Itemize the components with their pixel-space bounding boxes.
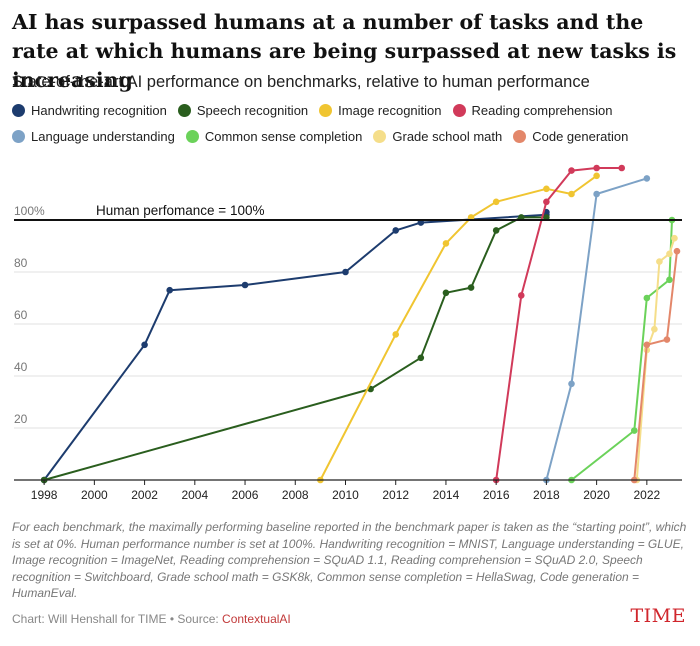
chart-credit: Chart: Will Henshall for TIME • Source: … xyxy=(12,612,291,626)
series-line xyxy=(319,174,598,481)
data-point xyxy=(543,198,550,206)
footnote: For each benchmark, the maximally perfor… xyxy=(12,520,687,600)
data-point xyxy=(593,164,600,172)
legend-swatch xyxy=(452,103,466,117)
data-point xyxy=(651,325,658,333)
data-point xyxy=(643,294,651,302)
y-tick-label: 100% xyxy=(14,204,45,218)
data-point xyxy=(467,284,475,291)
x-tick-label: 2014 xyxy=(433,488,460,502)
x-tick-label: 2012 xyxy=(382,488,409,502)
data-point xyxy=(492,198,500,206)
data-point xyxy=(417,354,425,362)
legend-swatch xyxy=(185,129,199,143)
data-point xyxy=(593,190,600,198)
x-tick-label: 2004 xyxy=(181,488,208,502)
legend-label: Image recognition xyxy=(338,102,442,118)
data-point xyxy=(442,289,450,297)
data-point xyxy=(593,172,600,180)
x-tick-label: 2016 xyxy=(483,488,510,502)
data-point xyxy=(643,175,651,182)
x-tick-label: 2010 xyxy=(332,488,359,502)
data-point xyxy=(643,341,651,349)
legend-label: Common sense completion xyxy=(204,128,363,144)
legend-swatch xyxy=(513,129,527,143)
legend-item-reading: Reading comprehension xyxy=(452,102,613,118)
series-line xyxy=(545,177,648,481)
legend-item-math: Grade school math xyxy=(373,129,502,144)
data-point xyxy=(666,276,673,284)
x-tick-label: 2008 xyxy=(282,488,309,502)
series-line xyxy=(570,219,673,481)
legend-item-code: Code generation xyxy=(513,129,628,144)
series-line xyxy=(633,251,678,481)
x-tick-label: 2000 xyxy=(81,488,108,502)
series-lines xyxy=(40,164,681,484)
data-point xyxy=(656,258,663,265)
data-point xyxy=(543,185,550,193)
data-point xyxy=(663,336,671,343)
line-chart: 20 40 60 80 100% Human perfomance = 100% 199… xyxy=(14,164,682,502)
y-tick-label: 40 xyxy=(14,360,28,374)
legend-label: Handwriting recognition xyxy=(31,102,167,118)
data-point xyxy=(166,286,173,294)
data-point xyxy=(141,341,148,349)
legend-swatch xyxy=(177,103,191,117)
legend-item-language: Language understanding xyxy=(12,129,175,144)
y-tick-label: 60 xyxy=(14,308,28,322)
legend-label: Code generation xyxy=(532,128,629,144)
human-performance-line: Human perfomance = 100% xyxy=(14,203,682,221)
legend-item-common-sense: Common sense completion xyxy=(185,128,363,144)
data-point xyxy=(618,164,626,172)
legend-label: Reading comprehension xyxy=(471,102,613,118)
data-point xyxy=(671,234,678,242)
data-point xyxy=(666,250,673,258)
data-point xyxy=(241,281,249,289)
legend-row-1: Handwriting recognition Speech recogniti… xyxy=(12,100,623,120)
legend-swatch xyxy=(12,129,25,143)
legend-label: Language understanding xyxy=(31,128,175,144)
y-tick-label: 80 xyxy=(14,256,28,270)
legend-label: Grade school math xyxy=(392,128,503,144)
legend-label: Speech recognition xyxy=(196,102,309,118)
chart-title: AI has surpassed humans at a number of t… xyxy=(12,10,677,92)
data-point xyxy=(392,331,400,338)
y-tick-label: 20 xyxy=(14,412,28,426)
x-tick-label: 1998 xyxy=(31,488,58,502)
x-tick-label: 2006 xyxy=(232,488,259,502)
legend-item-image: Image recognition xyxy=(319,102,442,118)
credit-text: Chart: Will Henshall for TIME • Source: xyxy=(12,612,223,626)
source-link[interactable]: ContextualAI xyxy=(222,612,291,626)
axes: 1998 2000 2002 2004 2006 2008 2010 2012 2014 2016… xyxy=(14,479,682,502)
data-point xyxy=(630,427,638,434)
data-point xyxy=(568,380,575,388)
legend-swatch xyxy=(373,129,387,143)
data-point xyxy=(568,167,575,174)
chart-subtitle: State-of-the-art AI performance on bench… xyxy=(12,73,590,91)
data-point xyxy=(342,268,349,276)
legend-swatch xyxy=(319,103,333,117)
data-point xyxy=(568,190,575,198)
series-line xyxy=(495,167,622,481)
series-line xyxy=(43,216,547,481)
x-tick-label: 2002 xyxy=(131,488,158,502)
data-point xyxy=(442,240,450,247)
time-logo: TIME xyxy=(630,605,686,627)
reference-label: Human perfomance = 100% xyxy=(96,203,264,218)
legend-item-handwriting: Handwriting recognition xyxy=(12,103,167,118)
x-tick-label: 2018 xyxy=(533,488,560,502)
legend-item-speech: Speech recognition xyxy=(177,102,309,118)
legend-row-2: Language understanding Common sense comp… xyxy=(12,126,639,146)
legend-swatch xyxy=(12,103,25,117)
data-point xyxy=(517,292,525,299)
data-point xyxy=(492,227,500,234)
data-point xyxy=(392,227,400,234)
data-point xyxy=(673,247,681,255)
x-tick-label: 2022 xyxy=(633,488,660,502)
x-tick-label: 2020 xyxy=(583,488,610,502)
series-line xyxy=(43,212,548,481)
